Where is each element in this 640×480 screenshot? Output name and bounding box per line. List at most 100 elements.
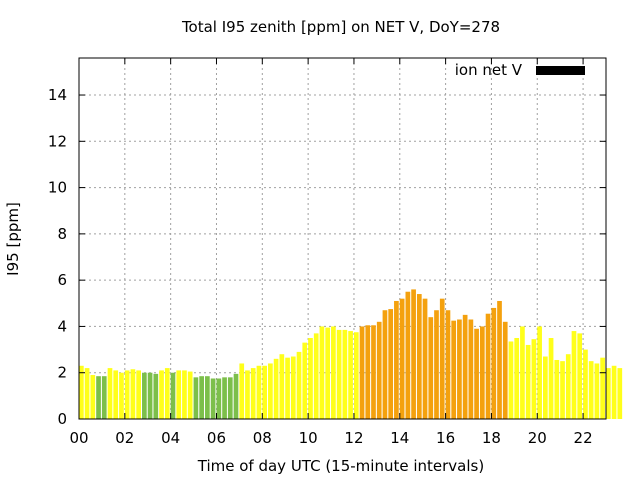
bar [302, 342, 308, 419]
x-tick-label: 22 [574, 429, 593, 447]
bar [548, 338, 554, 419]
bar [285, 357, 290, 419]
bar [537, 326, 542, 419]
bar [497, 300, 502, 419]
bar [325, 327, 331, 419]
bar [376, 321, 382, 419]
y-tick-label: 10 [48, 179, 67, 197]
bar [290, 356, 296, 419]
bar [273, 358, 279, 419]
bar [210, 378, 216, 419]
bar [565, 354, 571, 419]
bar [90, 375, 96, 419]
bar [79, 365, 84, 419]
bar [451, 320, 457, 419]
bar [577, 333, 583, 419]
bar [514, 338, 520, 419]
bar [296, 351, 302, 419]
bar [365, 325, 371, 419]
legend-swatch [536, 66, 585, 75]
bar [119, 372, 124, 419]
bar [164, 368, 170, 419]
bar [147, 372, 153, 419]
bar [313, 333, 319, 419]
bar [233, 373, 239, 419]
bar [531, 339, 537, 419]
bar [199, 376, 204, 419]
x-tick-label: 18 [482, 429, 501, 447]
bar [153, 373, 159, 419]
y-tick-label: 6 [57, 271, 67, 289]
bar [525, 344, 531, 419]
bar [101, 376, 107, 419]
x-tick-label: 08 [253, 429, 272, 447]
y-tick-label: 4 [57, 317, 67, 335]
x-axis-label: Time of day UTC (15-minute intervals) [197, 457, 484, 475]
bar [439, 298, 445, 419]
bar [520, 326, 525, 419]
bar [227, 377, 233, 419]
x-tick-label: 14 [390, 429, 409, 447]
bar [508, 341, 514, 419]
bar [422, 298, 428, 419]
bar [359, 326, 365, 419]
bar [388, 309, 394, 419]
bar [428, 317, 434, 419]
bar [130, 369, 136, 419]
bar [96, 376, 101, 419]
bar [353, 332, 359, 419]
bar [594, 363, 600, 419]
x-tick-label: 00 [69, 429, 88, 447]
bar [319, 326, 325, 419]
bar [394, 300, 399, 419]
bar [239, 363, 245, 419]
chart-title: Total I95 zenith [ppm] on NET V, DoY=278 [181, 18, 500, 36]
bar [554, 359, 560, 419]
bar [371, 325, 376, 419]
bar [182, 370, 187, 419]
x-tick-label: 02 [115, 429, 134, 447]
bar [124, 370, 130, 419]
y-tick-label: 14 [48, 86, 67, 104]
bar [502, 321, 508, 419]
bar [245, 370, 250, 419]
bar [542, 356, 548, 419]
y-tick-label: 2 [57, 364, 67, 382]
bar [222, 377, 227, 419]
bar [571, 331, 577, 419]
bar [336, 329, 342, 419]
bar [382, 310, 388, 419]
bar [262, 365, 268, 419]
bar [462, 314, 468, 419]
bar [176, 370, 182, 419]
bar [342, 329, 348, 419]
bar [256, 365, 262, 419]
bar [583, 349, 588, 419]
ticks [78, 58, 606, 420]
legend-label: ion net V [455, 61, 523, 79]
bar [457, 319, 462, 419]
bar [434, 310, 439, 419]
bar [170, 372, 176, 419]
bar [560, 361, 565, 419]
bar [468, 319, 474, 419]
bar [331, 326, 336, 419]
bar [107, 368, 113, 419]
bar [113, 370, 119, 419]
bar [611, 365, 617, 419]
bar [84, 368, 90, 419]
bar [268, 363, 273, 419]
bar [250, 368, 256, 419]
x-tick-label: 12 [344, 429, 363, 447]
bar [617, 368, 623, 419]
bar [474, 328, 479, 419]
bar [600, 357, 605, 419]
bar [411, 289, 416, 419]
x-tick-label: 04 [161, 429, 180, 447]
bar [348, 331, 353, 419]
plot-frame [78, 57, 607, 420]
y-axis-label: I95 [ppm] [4, 202, 22, 276]
bar [193, 377, 199, 419]
